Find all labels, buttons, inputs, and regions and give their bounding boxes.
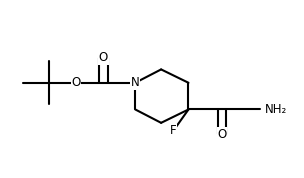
Text: O: O [71, 76, 81, 89]
Text: N: N [131, 76, 140, 89]
Text: NH₂: NH₂ [264, 103, 287, 116]
Text: F: F [170, 124, 177, 137]
Text: O: O [99, 51, 108, 64]
Text: O: O [217, 128, 226, 141]
